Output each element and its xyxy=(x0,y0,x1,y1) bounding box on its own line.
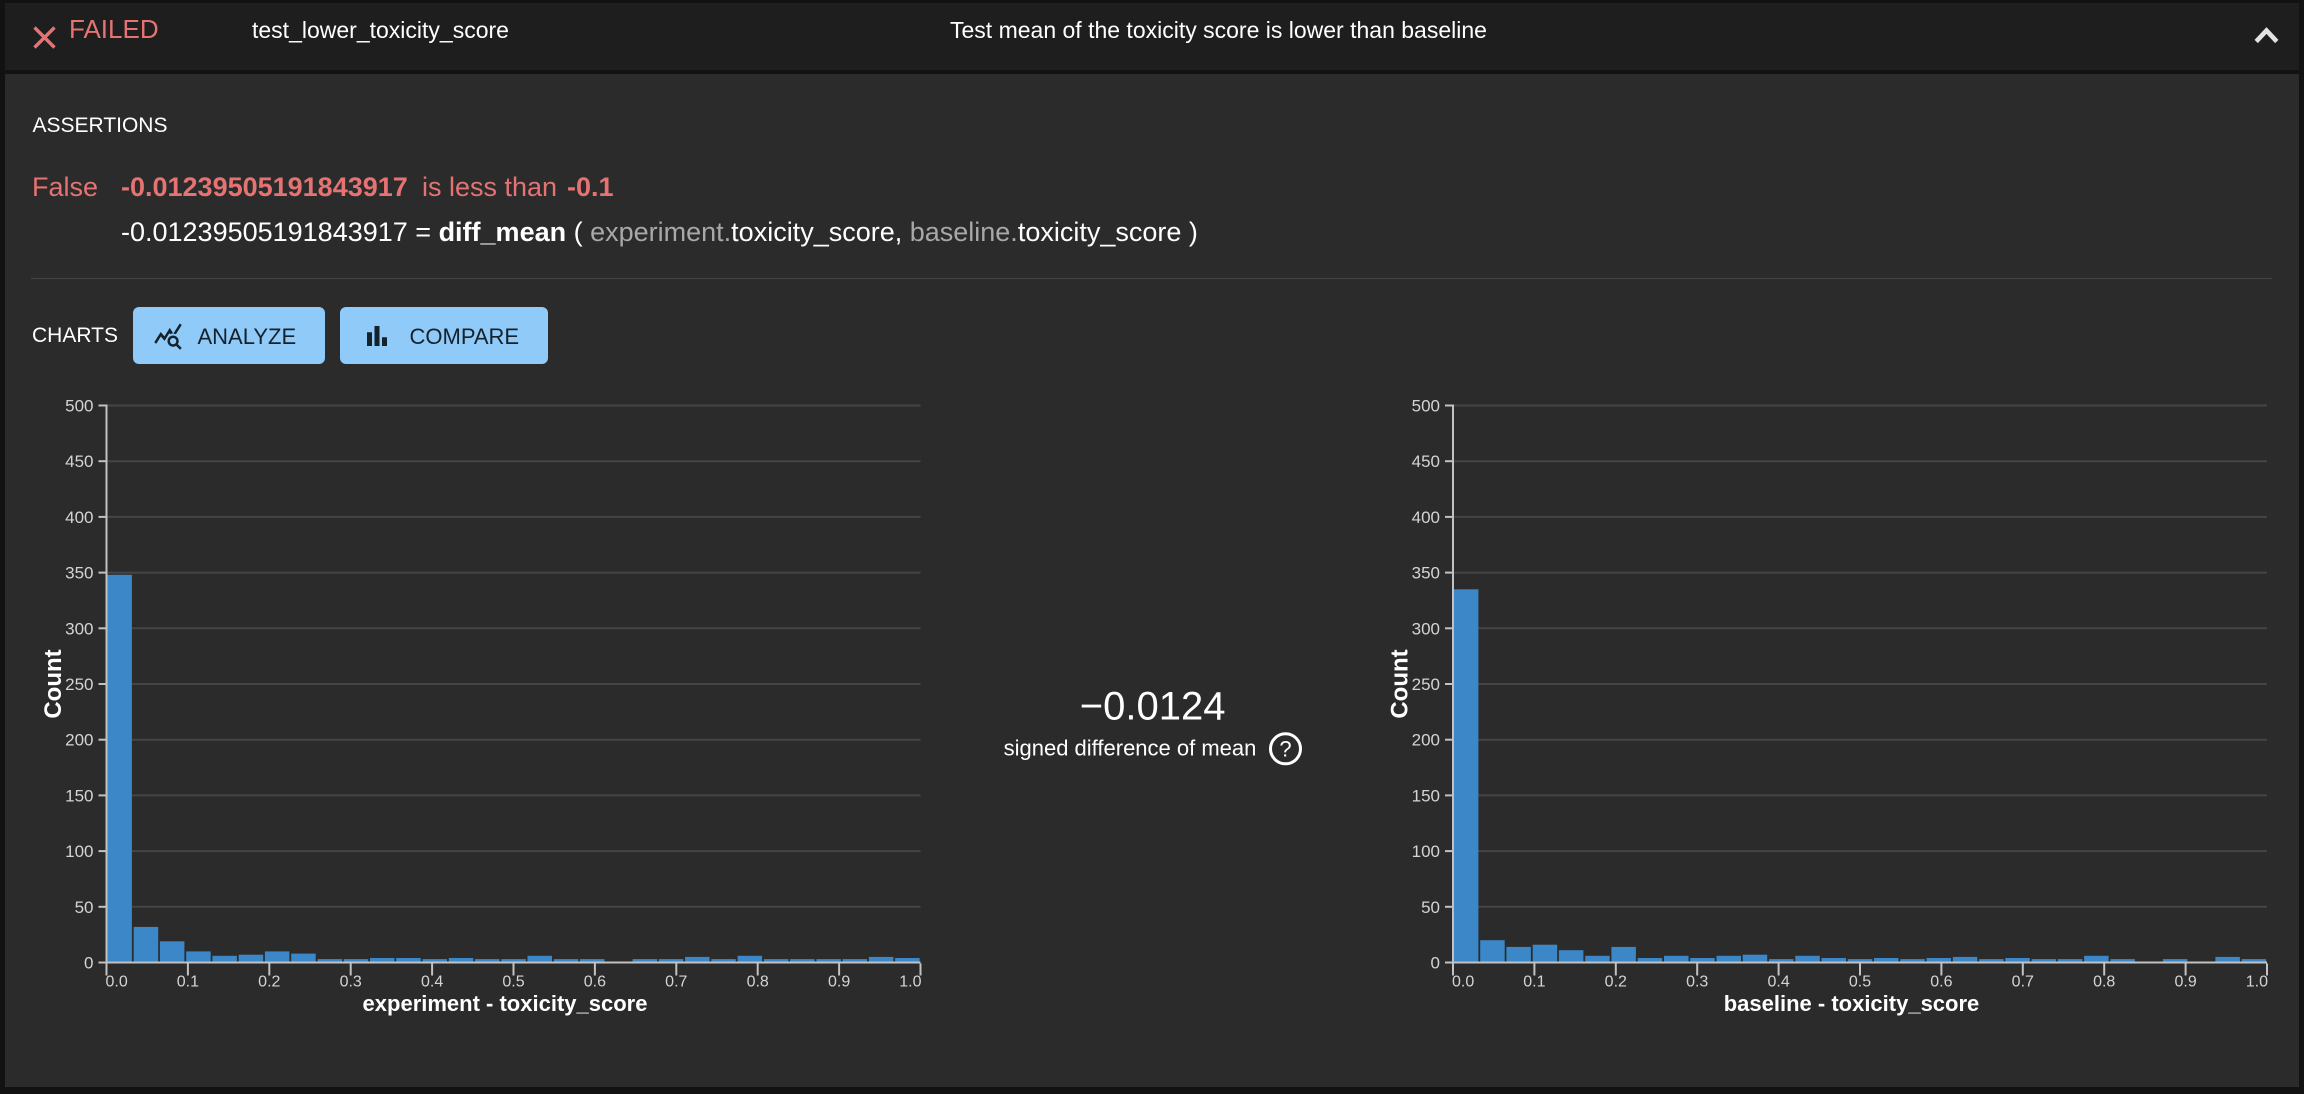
svg-text:0.9: 0.9 xyxy=(828,974,850,991)
svg-text:250: 250 xyxy=(1412,675,1440,694)
svg-text:0.3: 0.3 xyxy=(340,974,362,991)
svg-text:50: 50 xyxy=(1421,898,1440,917)
svg-text:0.0: 0.0 xyxy=(106,974,128,991)
svg-text:0.1: 0.1 xyxy=(1523,974,1545,991)
svg-text:0.0: 0.0 xyxy=(1452,974,1474,991)
svg-text:50: 50 xyxy=(75,898,94,917)
svg-text:450: 450 xyxy=(65,452,93,471)
svg-text:0.7: 0.7 xyxy=(665,974,687,991)
svg-text:−0.0124: −0.0124 xyxy=(1080,685,1226,729)
svg-text:0: 0 xyxy=(1431,954,1440,973)
svg-text:150: 150 xyxy=(65,786,93,805)
svg-text:250: 250 xyxy=(65,675,93,694)
svg-text:400: 400 xyxy=(1412,508,1440,527)
svg-text:0.9: 0.9 xyxy=(2174,974,2196,991)
svg-text:0.7: 0.7 xyxy=(2012,974,2034,991)
svg-text:300: 300 xyxy=(1412,619,1440,638)
svg-text:300: 300 xyxy=(65,619,93,638)
svg-text:experiment - toxicity_score: experiment - toxicity_score xyxy=(363,991,648,1016)
svg-text:100: 100 xyxy=(1412,842,1440,861)
svg-text:signed difference of mean: signed difference of mean xyxy=(1004,736,1257,761)
svg-text:0: 0 xyxy=(84,954,93,973)
svg-text:150: 150 xyxy=(1412,786,1440,805)
svg-text:350: 350 xyxy=(65,564,93,583)
svg-text:0.5: 0.5 xyxy=(502,974,524,991)
svg-text:200: 200 xyxy=(65,731,93,750)
svg-text:200: 200 xyxy=(1412,731,1440,750)
svg-text:450: 450 xyxy=(1412,452,1440,471)
svg-text:0.3: 0.3 xyxy=(1686,974,1708,991)
svg-text:350: 350 xyxy=(1412,564,1440,583)
svg-text:0.2: 0.2 xyxy=(1605,974,1627,991)
svg-text:0.5: 0.5 xyxy=(1849,974,1871,991)
svg-text:0.8: 0.8 xyxy=(2093,974,2115,991)
svg-text:baseline - toxicity_score: baseline - toxicity_score xyxy=(1724,991,1980,1016)
svg-text:0.4: 0.4 xyxy=(421,974,443,991)
svg-text:500: 500 xyxy=(1412,397,1440,416)
svg-text:1.0: 1.0 xyxy=(899,974,921,991)
svg-text:1.0: 1.0 xyxy=(2246,974,2268,991)
svg-text:0.2: 0.2 xyxy=(258,974,280,991)
svg-text:?: ? xyxy=(1279,737,1291,762)
svg-text:500: 500 xyxy=(65,397,93,416)
svg-text:0.4: 0.4 xyxy=(1767,974,1789,991)
svg-text:0.6: 0.6 xyxy=(584,974,606,991)
svg-text:0.1: 0.1 xyxy=(177,974,199,991)
svg-text:0.6: 0.6 xyxy=(1930,974,1952,991)
svg-text:Count: Count xyxy=(40,649,67,718)
svg-text:100: 100 xyxy=(65,842,93,861)
svg-text:400: 400 xyxy=(65,508,93,527)
svg-text:Count: Count xyxy=(1387,649,1414,718)
svg-text:0.8: 0.8 xyxy=(747,974,769,991)
